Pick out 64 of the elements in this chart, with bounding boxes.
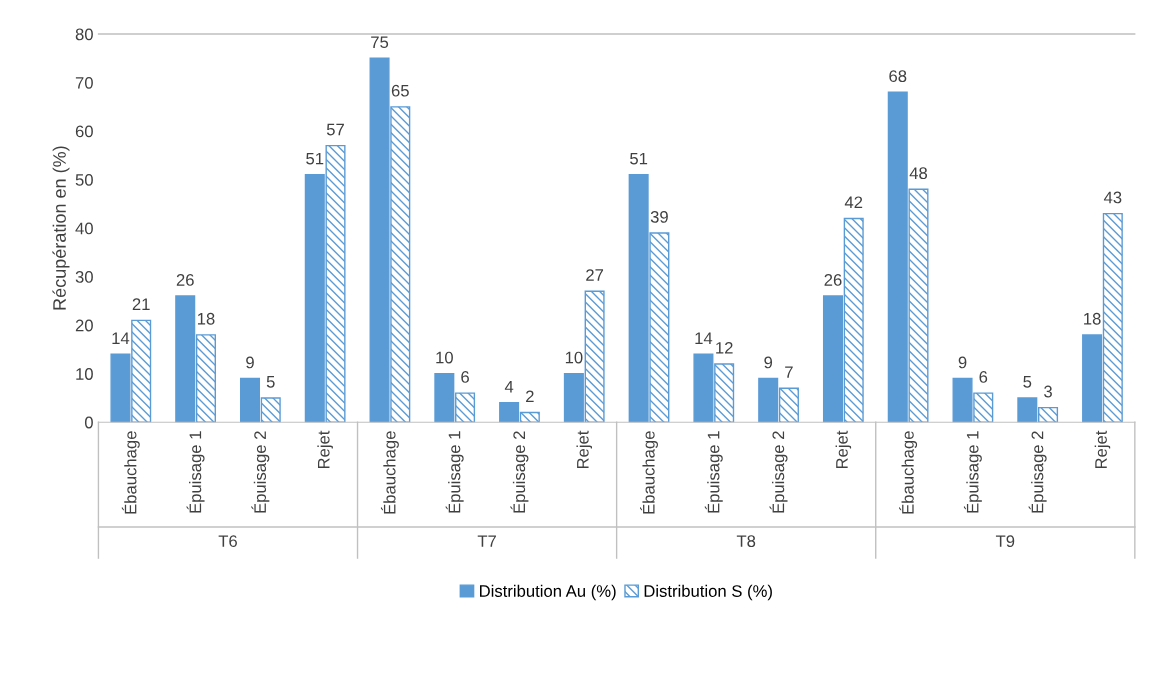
data-label: 75	[371, 36, 389, 49]
x-tick-label: Épuisage 1	[704, 431, 723, 513]
y-axis-title: Récupération en (%)	[52, 146, 70, 310]
data-label: 51	[306, 152, 324, 165]
x-tick-label: Ébauchage	[121, 431, 140, 514]
data-label: 26	[824, 274, 842, 286]
data-label: 14	[695, 332, 713, 344]
y-tick-label: 10	[76, 368, 93, 380]
x-tick-label: Épuisage 2	[251, 431, 270, 513]
y-tick-label: 60	[75, 125, 93, 138]
y-tick-label: 70	[75, 76, 93, 89]
legend-label: Distribution Au (%)	[480, 584, 616, 601]
y-tick-label: 50	[75, 174, 93, 186]
data-label: 51	[630, 152, 648, 165]
text: T6	[218, 535, 237, 548]
data-label: 9	[246, 356, 254, 369]
data-label: 10	[565, 351, 583, 364]
x-tick-label: Épuisage 2	[510, 431, 529, 513]
data-label: 42	[844, 196, 863, 209]
data-label: 43	[1103, 191, 1122, 204]
text: T8	[736, 535, 756, 548]
y-tick-label: 0	[84, 416, 93, 429]
data-label: 9	[958, 356, 967, 369]
x-tick-label: Rejet	[835, 430, 852, 469]
x-tick-label: Épuisage 1	[186, 431, 205, 513]
text: T7	[477, 535, 496, 547]
x-tick-label: Rejet	[1094, 430, 1111, 469]
data-label: 4	[504, 380, 514, 393]
data-label: 7	[785, 366, 793, 378]
data-label: 9	[764, 356, 773, 369]
data-label: 68	[889, 70, 907, 83]
data-label: 3	[1044, 385, 1052, 398]
data-label: 2	[526, 390, 534, 403]
data-label: 48	[909, 167, 928, 180]
y-tick-label: 30	[75, 271, 93, 283]
data-label: 5	[266, 376, 275, 388]
x-tick-label: Épuisage 1	[963, 431, 982, 513]
data-label: 18	[197, 312, 215, 325]
x-tick-label: Rejet	[317, 430, 333, 469]
data-label: 14	[112, 332, 130, 344]
data-label: 5	[1023, 376, 1032, 388]
x-tick-label: Épuisage 2	[769, 431, 788, 513]
data-label: 39	[650, 210, 668, 223]
x-tick-label: Rejet	[576, 430, 593, 469]
y-tick-label: 40	[75, 222, 93, 235]
data-label: 6	[461, 371, 469, 383]
data-label: 18	[1084, 312, 1101, 325]
x-tick-label: Ébauchage	[640, 431, 658, 514]
data-label: 65	[391, 84, 409, 97]
data-label: 10	[436, 351, 453, 364]
x-tick-label: Ébauchage	[899, 431, 918, 514]
y-tick-label: 80	[75, 28, 93, 41]
data-label: 21	[132, 298, 150, 310]
text: T9	[995, 535, 1015, 548]
data-label: 26	[176, 274, 194, 286]
data-label: 12	[716, 341, 733, 354]
x-tick-label: Ébauchage	[380, 431, 399, 514]
legend-label: Distribution S (%)	[644, 584, 772, 601]
data-label: 57	[326, 123, 344, 136]
x-tick-label: Épuisage 1	[445, 431, 464, 513]
x-tick-label: Épuisage 2	[1028, 431, 1047, 513]
data-label: 27	[586, 269, 604, 281]
data-label: 6	[979, 371, 988, 383]
y-tick-label: 20	[75, 319, 93, 332]
